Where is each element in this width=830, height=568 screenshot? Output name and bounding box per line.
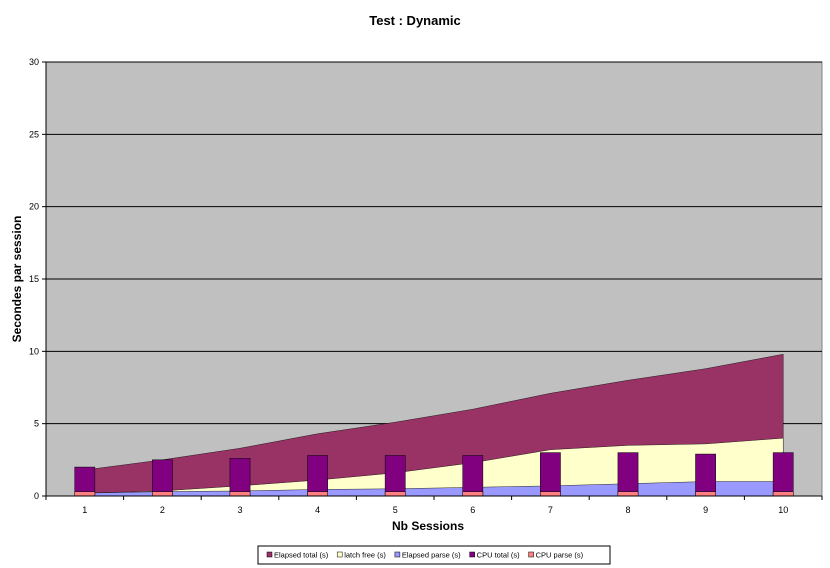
bar-cpu-parse-s [617,491,639,497]
bar-cpu-total-s [229,458,251,497]
y-tick-label: 30 [29,57,39,67]
x-axis-ticks: 1 2 3 4 5 6 7 8 9 10 [45,496,823,515]
bar-cpu-total-s [307,455,328,497]
legend-swatch [394,551,401,558]
legend-label: Elapsed parse (s) [402,551,461,560]
y-tick-label: 5 [34,419,39,429]
legend-label: latch free (s) [344,551,386,560]
y-tick-label: 0 [34,491,39,501]
y-axis-title: Secondes par session [10,216,24,343]
bar-cpu-total-s [462,455,484,497]
bar-cpu-parse-s [384,491,406,497]
bar-cpu-parse-s [74,491,96,497]
bar-cpu-parse-s [307,491,328,497]
bar-cpu-total-s [772,452,794,497]
x-tick-label: 10 [778,505,788,515]
legend-label: Elapsed total (s) [274,551,329,560]
x-tick-label: 4 [315,505,320,515]
y-tick-label: 10 [29,346,39,356]
x-tick-label: 5 [393,505,398,515]
bar-cpu-parse-s [152,491,173,497]
x-tick-label: 8 [625,505,630,515]
legend-swatch [528,551,534,558]
bar-cpu-total-s [695,453,716,497]
legend-swatch [469,551,475,558]
x-tick-label: 2 [160,505,165,515]
bar-series [74,452,794,497]
y-axis-ticks: 0 5 10 15 20 25 30 [29,57,46,501]
bar-cpu-parse-s [462,491,484,497]
legend-label: CPU total (s) [477,551,520,560]
bar-cpu-parse-s [540,491,561,497]
x-tick-label: 1 [82,505,87,515]
bar-cpu-total-s [540,452,561,497]
y-tick-label: 20 [29,202,39,212]
legend-swatch [266,551,273,558]
legend-box [257,545,611,565]
x-tick-label: 9 [703,505,708,515]
y-tick-label: 25 [29,129,39,139]
bar-cpu-total-s [384,455,406,497]
chart-title: Test : Dynamic [369,13,461,28]
legend-swatch [336,551,343,558]
x-tick-label: 6 [470,505,475,515]
x-tick-label: 7 [548,505,553,515]
x-tick-label: 3 [237,505,242,515]
legend-label: CPU parse (s) [536,551,584,560]
legend: Elapsed total (s) latch free (s) Elapsed p… [257,545,611,565]
bar-cpu-parse-s [772,491,794,497]
bar-cpu-parse-s [229,491,251,497]
bar-cpu-total-s [617,452,639,497]
bar-cpu-parse-s [695,491,716,497]
bar-cpu-total-s [152,459,173,497]
x-axis-title: Nb Sessions [392,519,464,533]
y-tick-label: 15 [29,274,39,284]
